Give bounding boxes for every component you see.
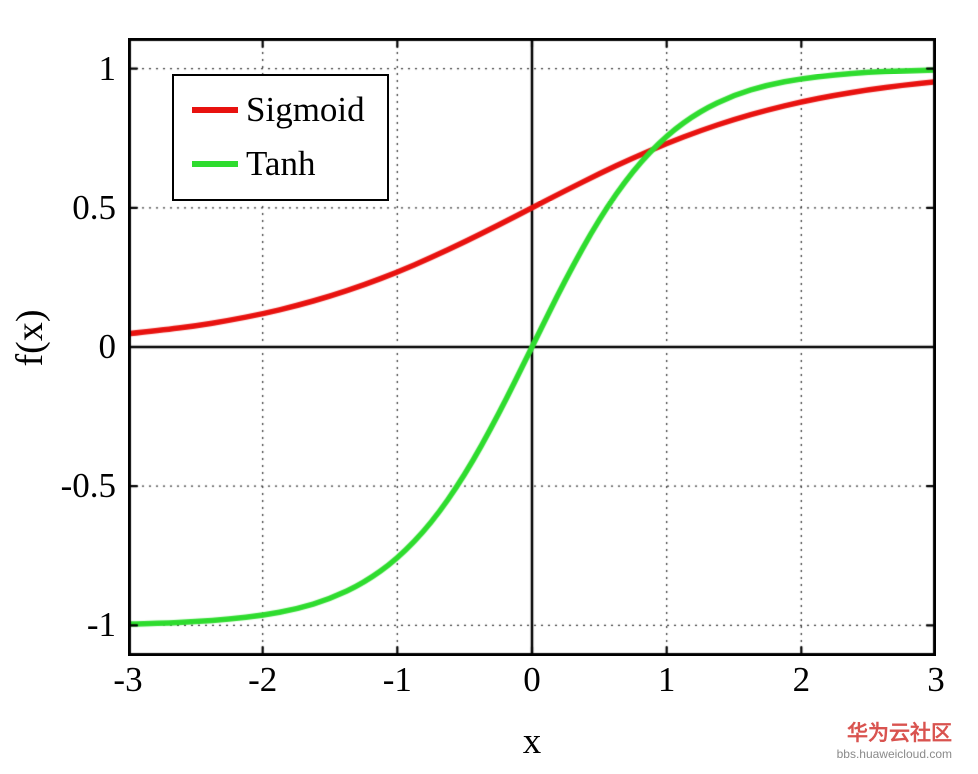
x-tick-label: -1 (382, 660, 412, 699)
x-tick-label: 1 (657, 660, 676, 699)
y-tick-label: -0.5 (60, 466, 116, 506)
x-tick-label: 3 (927, 660, 945, 699)
legend-label: Sigmoid (246, 90, 365, 129)
x-tick-label: 2 (792, 660, 811, 699)
x-axis-label: x (522, 721, 542, 762)
x-tick-label: -2 (248, 660, 278, 699)
y-tick-label: 1 (98, 48, 117, 88)
y-axis-label: f(x) (9, 309, 51, 367)
legend-line-swatch (192, 161, 238, 168)
legend-label: Tanh (246, 144, 316, 184)
watermark-subtitle: bbs.huaweicloud.com (836, 747, 952, 761)
watermark-title: 华为云社区 (847, 721, 952, 745)
x-tick-label: 0 (523, 660, 541, 699)
legend-line-swatch (192, 107, 238, 114)
watermark: 华为云社区 bbs.huaweicloud.com (837, 721, 952, 762)
y-tick-label: 0.5 (72, 187, 116, 227)
legend-item-tanh: Tanh (192, 144, 365, 184)
y-tick-label: -1 (86, 605, 116, 645)
y-tick-label: 0 (98, 327, 117, 366)
legend: Sigmoid Tanh (172, 74, 389, 201)
legend-item-sigmoid: Sigmoid (192, 90, 365, 130)
x-tick-label: -3 (113, 660, 143, 699)
